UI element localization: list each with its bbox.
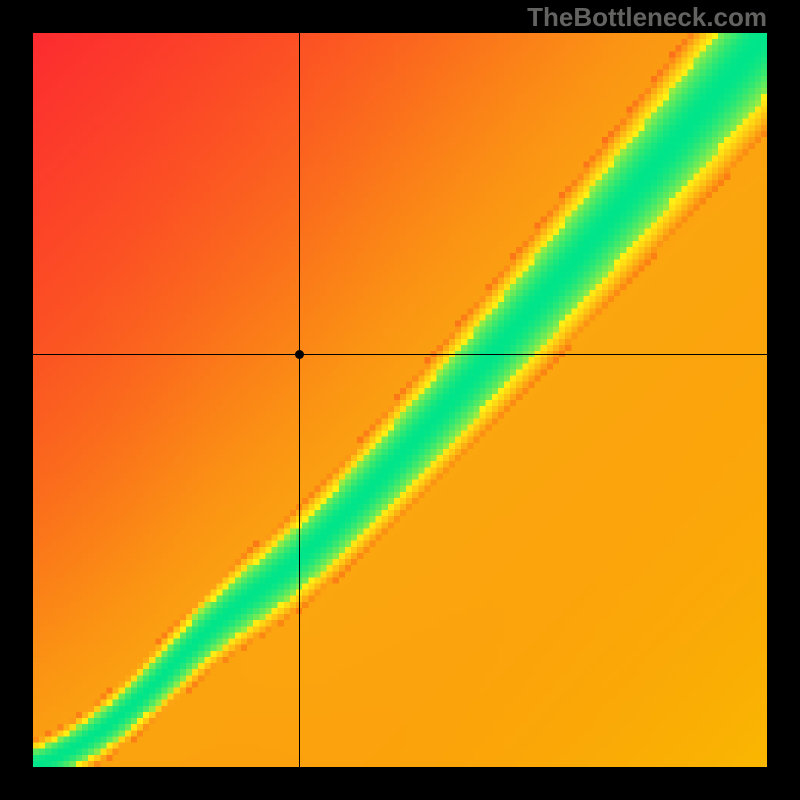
bottleneck-heatmap: [33, 33, 767, 767]
watermark-text: TheBottleneck.com: [527, 2, 767, 33]
crosshair-marker: [295, 350, 304, 359]
crosshair-horizontal: [33, 354, 767, 355]
chart-container: TheBottleneck.com: [0, 0, 800, 800]
crosshair-vertical: [299, 33, 300, 767]
